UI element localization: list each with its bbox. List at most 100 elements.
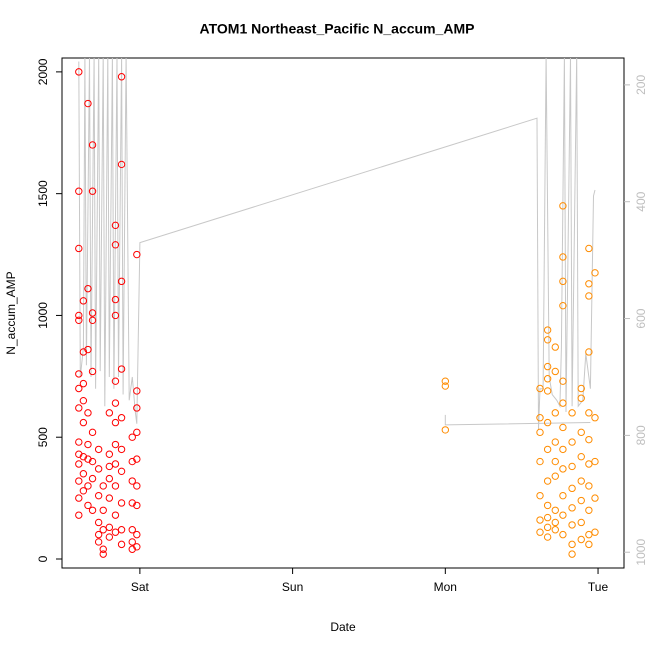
point: [585, 482, 593, 490]
point: [536, 491, 544, 500]
point: [117, 365, 126, 373]
point: [99, 550, 107, 558]
point: [577, 394, 585, 402]
point: [128, 545, 136, 553]
point: [75, 244, 83, 253]
point: [133, 530, 141, 539]
point: [84, 409, 92, 417]
y-axis-title: N_accum_AMP: [4, 271, 18, 354]
y2-tick-label: 200: [634, 75, 648, 95]
point: [79, 297, 88, 305]
point: [543, 513, 552, 522]
point: [117, 540, 126, 549]
point: [84, 482, 92, 490]
point: [105, 494, 114, 502]
point: [543, 362, 552, 371]
point: [543, 326, 552, 334]
point: [536, 516, 544, 524]
point: [128, 526, 136, 534]
x-tick-label: Tue: [588, 580, 609, 594]
point: [568, 550, 576, 558]
point: [117, 526, 126, 534]
point: [111, 221, 120, 230]
point: [568, 540, 576, 549]
point: [543, 387, 552, 395]
point: [559, 491, 567, 500]
point: [94, 518, 103, 527]
point: [75, 187, 83, 195]
point: [94, 530, 103, 539]
point: [559, 202, 567, 210]
point: [111, 377, 120, 385]
point: [105, 523, 114, 532]
point: [591, 457, 599, 466]
point: [441, 377, 450, 385]
point: [133, 387, 141, 395]
point: [88, 474, 97, 483]
point: [568, 409, 576, 417]
point: [585, 409, 593, 417]
point: [128, 538, 136, 546]
point: [94, 538, 103, 546]
point: [75, 450, 83, 458]
point: [84, 440, 92, 449]
point: [128, 499, 136, 507]
point: [559, 530, 567, 539]
point: [585, 292, 593, 300]
point: [551, 438, 559, 446]
point: [551, 457, 559, 466]
point: [441, 382, 450, 390]
point: [577, 384, 585, 393]
point: [585, 460, 593, 468]
point: [84, 455, 92, 463]
point: [99, 526, 107, 534]
point: [75, 477, 83, 485]
point: [543, 375, 552, 383]
point: [75, 438, 83, 446]
point: [111, 311, 120, 320]
point: [88, 428, 97, 437]
point: [559, 465, 567, 473]
point: [559, 377, 567, 385]
point: [133, 404, 141, 412]
point: [585, 435, 593, 444]
point: [441, 426, 450, 434]
point: [133, 482, 141, 490]
point: [559, 253, 567, 261]
point: [105, 450, 114, 458]
point: [568, 462, 576, 471]
point: [551, 409, 559, 417]
point: [543, 418, 552, 427]
point: [536, 528, 544, 536]
y-tick-label: 1500: [36, 180, 50, 207]
point: [75, 494, 83, 502]
y2-tick-label: 800: [634, 425, 648, 445]
point: [577, 496, 585, 505]
point: [111, 528, 120, 536]
point: [117, 73, 126, 81]
plot-area: [75, 58, 599, 558]
point: [591, 414, 599, 422]
point: [88, 316, 97, 325]
point: [536, 428, 544, 437]
point: [99, 545, 107, 553]
point: [111, 460, 120, 468]
point: [117, 160, 126, 169]
point: [559, 511, 567, 519]
point: [551, 518, 559, 527]
point: [75, 370, 83, 378]
point: [585, 280, 593, 288]
point: [559, 277, 567, 286]
point: [105, 409, 114, 417]
point: [88, 367, 97, 376]
point: [543, 501, 552, 510]
point: [84, 284, 92, 293]
point: [111, 511, 120, 519]
point: [536, 457, 544, 466]
x-tick-label: Mon: [434, 580, 457, 594]
y2-tick-label: 600: [634, 308, 648, 328]
y-tick-label: 500: [36, 427, 50, 447]
point: [111, 295, 120, 304]
point: [111, 241, 120, 249]
